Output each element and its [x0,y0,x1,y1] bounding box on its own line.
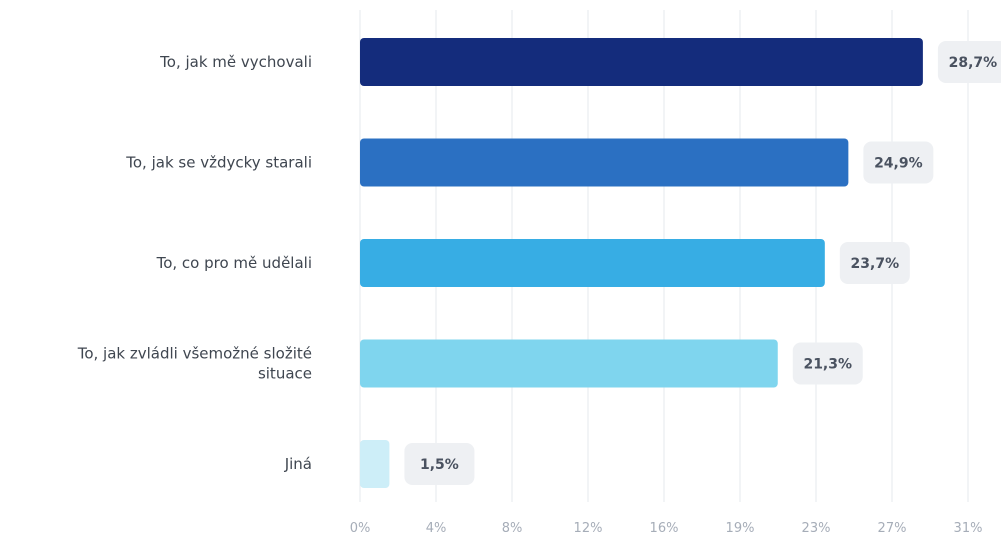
value-label-pill [792,342,863,385]
value-label: 23,7% [851,256,900,272]
category-label: To, jak mě vychovali [159,53,312,71]
x-tick-label: 19% [726,521,755,536]
category-label: Jiná [284,455,312,473]
x-tick-label: 23% [802,521,831,536]
value-label: 24,9% [874,156,923,172]
x-tick-label: 0% [350,521,371,536]
bars [360,38,923,488]
bar [360,339,778,388]
category-label: To, jak se vždycky starali [125,154,312,172]
x-tick-label: 4% [426,521,447,536]
value-label: 21,3% [803,357,852,373]
value-label: 1,5% [420,457,459,473]
bar [360,239,825,287]
x-tick-label: 16% [650,521,679,536]
value-labels: 28,7% 24,9% 23,7% 21,3% 1,5% [404,41,1001,485]
category-labels: To, jak mě vychovali To, jak se vždycky s… [77,53,312,473]
value-label-pill [863,141,934,184]
bar [360,440,390,488]
x-tick-label: 31% [954,521,983,536]
value-label: 28,7% [949,55,998,71]
bar [360,38,923,86]
bar [360,138,849,187]
x-tick-label: 12% [574,521,603,536]
value-label-pill [839,242,910,284]
category-label: To, jak zvládli všemožné složité situace [77,345,312,383]
x-axis-ticks: 0% 4% 8% 12% 16% 19% 23% 27% 31% [350,521,983,536]
value-label-pill [937,41,1001,83]
x-tick-label: 8% [502,521,523,536]
category-label: To, co pro mě udělali [156,254,312,272]
value-label-pill [404,443,475,485]
x-tick-label: 27% [878,521,907,536]
